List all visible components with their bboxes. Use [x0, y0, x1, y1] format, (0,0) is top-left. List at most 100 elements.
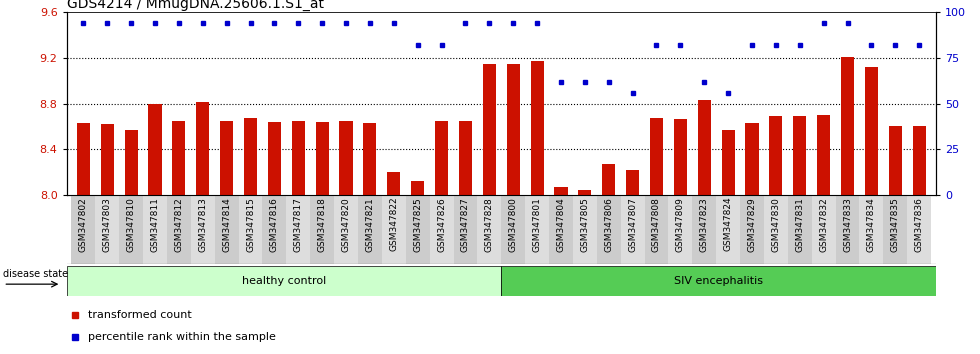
Text: GSM347833: GSM347833: [843, 197, 852, 252]
Text: percentile rank within the sample: percentile rank within the sample: [88, 332, 276, 342]
Bar: [859, 195, 883, 264]
Bar: [507, 64, 519, 195]
Text: GSM347811: GSM347811: [151, 197, 160, 252]
Bar: [263, 195, 286, 264]
Text: SIV encephalitis: SIV encephalitis: [674, 275, 763, 286]
Text: GSM347827: GSM347827: [461, 197, 470, 252]
Bar: [764, 195, 788, 264]
Bar: [620, 195, 645, 264]
Bar: [746, 123, 759, 195]
Bar: [668, 195, 692, 264]
Bar: [883, 195, 907, 264]
Text: GSM347817: GSM347817: [294, 197, 303, 252]
Bar: [220, 121, 233, 195]
Text: GSM347810: GSM347810: [126, 197, 135, 252]
Bar: [597, 195, 620, 264]
Bar: [889, 126, 902, 195]
Text: GSM347801: GSM347801: [532, 197, 542, 252]
Text: GSM347808: GSM347808: [652, 197, 661, 252]
Text: GSM347820: GSM347820: [342, 197, 351, 252]
Bar: [578, 190, 591, 195]
Bar: [811, 195, 836, 264]
Text: GSM347823: GSM347823: [700, 197, 709, 252]
Bar: [72, 195, 95, 264]
Text: GSM347822: GSM347822: [389, 197, 398, 251]
Bar: [525, 195, 549, 264]
Bar: [292, 121, 305, 195]
Bar: [626, 170, 639, 195]
Text: GSM347814: GSM347814: [222, 197, 231, 252]
Text: disease state: disease state: [3, 269, 69, 279]
Bar: [674, 120, 687, 195]
Text: GSM347815: GSM347815: [246, 197, 255, 252]
Bar: [268, 122, 281, 195]
Bar: [429, 195, 454, 264]
Text: GSM347824: GSM347824: [723, 197, 733, 251]
Bar: [841, 57, 855, 195]
Bar: [120, 195, 143, 264]
Bar: [435, 121, 448, 195]
Text: healthy control: healthy control: [242, 275, 326, 286]
Bar: [67, 266, 501, 296]
Text: GSM347805: GSM347805: [580, 197, 589, 252]
Bar: [721, 130, 735, 195]
Bar: [793, 116, 807, 195]
Bar: [316, 122, 328, 195]
Bar: [101, 124, 114, 195]
Bar: [716, 195, 740, 264]
Text: GSM347812: GSM347812: [174, 197, 183, 252]
Text: GSM347800: GSM347800: [509, 197, 517, 252]
Bar: [364, 123, 376, 195]
Bar: [501, 266, 936, 296]
Bar: [454, 195, 477, 264]
Bar: [788, 195, 811, 264]
Text: GSM347802: GSM347802: [78, 197, 88, 252]
Bar: [143, 195, 167, 264]
Bar: [549, 195, 573, 264]
Text: GSM347803: GSM347803: [103, 197, 112, 252]
Bar: [172, 121, 185, 195]
Text: GSM347835: GSM347835: [891, 197, 900, 252]
Text: GSM347829: GSM347829: [748, 197, 757, 252]
Bar: [483, 64, 496, 195]
Bar: [501, 195, 525, 264]
Bar: [650, 118, 663, 195]
Text: transformed count: transformed count: [88, 310, 192, 320]
Text: GSM347809: GSM347809: [676, 197, 685, 252]
Bar: [907, 195, 931, 264]
Bar: [196, 102, 210, 195]
Bar: [167, 195, 191, 264]
Bar: [740, 195, 764, 264]
Bar: [602, 164, 615, 195]
Bar: [286, 195, 311, 264]
Text: GDS4214 / MmugDNA.25606.1.S1_at: GDS4214 / MmugDNA.25606.1.S1_at: [67, 0, 323, 11]
Text: GSM347826: GSM347826: [437, 197, 446, 252]
Text: GSM347821: GSM347821: [366, 197, 374, 252]
Bar: [865, 67, 878, 195]
Bar: [459, 121, 472, 195]
Text: GSM347807: GSM347807: [628, 197, 637, 252]
Bar: [698, 100, 710, 195]
Bar: [573, 195, 597, 264]
Text: GSM347818: GSM347818: [318, 197, 326, 252]
Bar: [95, 195, 120, 264]
Bar: [645, 195, 668, 264]
Bar: [191, 195, 215, 264]
Bar: [412, 181, 424, 195]
Text: GSM347834: GSM347834: [867, 197, 876, 252]
Bar: [76, 123, 90, 195]
Bar: [334, 195, 358, 264]
Bar: [358, 195, 382, 264]
Text: GSM347813: GSM347813: [198, 197, 207, 252]
Bar: [477, 195, 501, 264]
Bar: [148, 103, 162, 195]
Bar: [769, 116, 782, 195]
Bar: [124, 130, 137, 195]
Bar: [387, 172, 401, 195]
Bar: [530, 61, 544, 195]
Text: GSM347831: GSM347831: [796, 197, 805, 252]
Text: GSM347830: GSM347830: [771, 197, 780, 252]
Bar: [836, 195, 859, 264]
Text: GSM347825: GSM347825: [414, 197, 422, 252]
Text: GSM347836: GSM347836: [914, 197, 924, 252]
